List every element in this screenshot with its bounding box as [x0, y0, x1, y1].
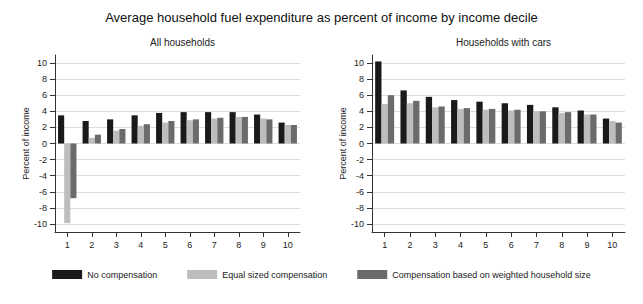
- svg-text:8: 8: [42, 74, 47, 84]
- svg-text:-4: -4: [39, 171, 47, 181]
- svg-text:10: 10: [283, 240, 293, 250]
- svg-text:6: 6: [359, 90, 364, 100]
- svg-text:-2: -2: [356, 155, 364, 165]
- svg-text:4: 4: [42, 106, 47, 116]
- svg-text:Compensation based on weighted: Compensation based on weighted household…: [392, 270, 591, 280]
- svg-text:2: 2: [359, 122, 364, 132]
- svg-text:0: 0: [359, 139, 364, 149]
- svg-text:2: 2: [89, 240, 94, 250]
- svg-text:4: 4: [359, 106, 364, 116]
- svg-text:-10: -10: [34, 219, 47, 229]
- svg-text:10: 10: [354, 58, 364, 68]
- svg-text:-2: -2: [39, 155, 47, 165]
- svg-text:6: 6: [187, 240, 192, 250]
- svg-text:3: 3: [433, 240, 438, 250]
- svg-text:6: 6: [509, 240, 514, 250]
- svg-text:8: 8: [236, 240, 241, 250]
- svg-text:All households: All households: [150, 37, 215, 48]
- svg-text:Equal sized compensation: Equal sized compensation: [222, 270, 327, 280]
- svg-text:2: 2: [42, 122, 47, 132]
- svg-text:10: 10: [607, 240, 617, 250]
- svg-text:Percent of income: Percent of income: [338, 107, 348, 180]
- svg-text:7: 7: [534, 240, 539, 250]
- svg-text:1: 1: [382, 240, 387, 250]
- svg-text:0: 0: [42, 139, 47, 149]
- svg-text:10: 10: [37, 58, 47, 68]
- svg-text:1: 1: [65, 240, 70, 250]
- svg-text:Households with cars: Households with cars: [456, 37, 551, 48]
- svg-text:4: 4: [458, 240, 463, 250]
- svg-text:4: 4: [138, 240, 143, 250]
- svg-text:-10: -10: [351, 219, 364, 229]
- svg-text:-8: -8: [356, 203, 364, 213]
- svg-text:-6: -6: [356, 187, 364, 197]
- svg-text:3: 3: [114, 240, 119, 250]
- svg-text:7: 7: [212, 240, 217, 250]
- svg-text:-8: -8: [39, 203, 47, 213]
- svg-text:8: 8: [559, 240, 564, 250]
- svg-text:9: 9: [261, 240, 266, 250]
- svg-text:5: 5: [163, 240, 168, 250]
- svg-text:-4: -4: [356, 171, 364, 181]
- svg-text:Average household fuel expendi: Average household fuel expenditure as pe…: [105, 10, 538, 25]
- svg-text:9: 9: [585, 240, 590, 250]
- svg-text:6: 6: [42, 90, 47, 100]
- svg-text:-6: -6: [39, 187, 47, 197]
- svg-text:8: 8: [359, 74, 364, 84]
- svg-text:Percent of income: Percent of income: [21, 107, 31, 180]
- svg-text:No compensation: No compensation: [87, 270, 157, 280]
- svg-text:2: 2: [407, 240, 412, 250]
- svg-text:5: 5: [483, 240, 488, 250]
